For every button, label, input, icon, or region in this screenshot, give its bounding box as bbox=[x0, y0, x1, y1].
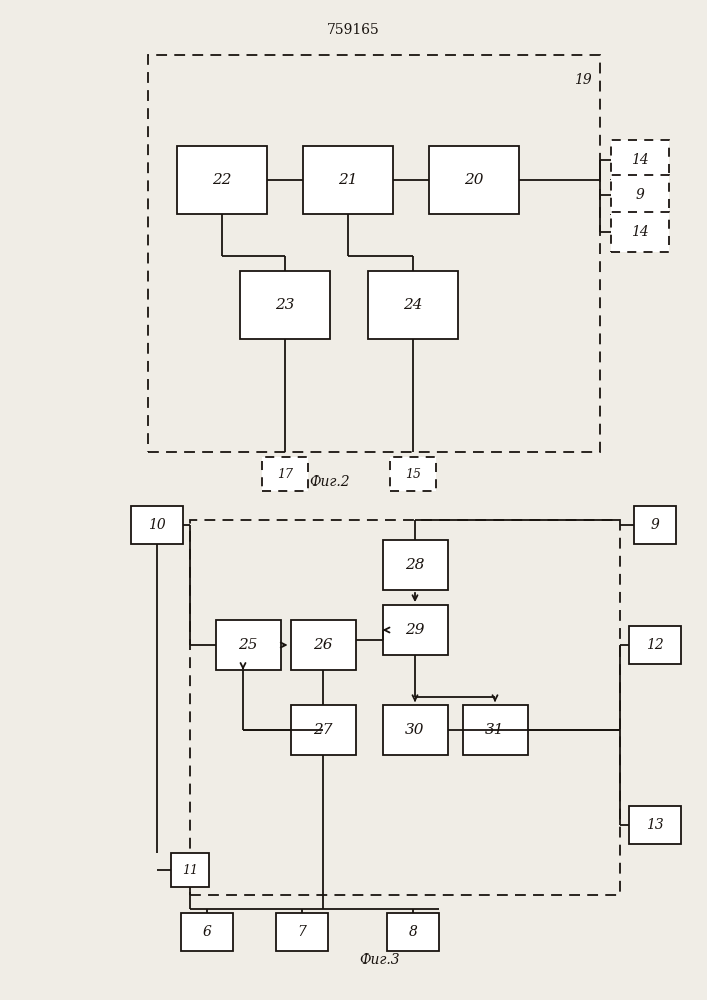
Bar bbox=[291, 620, 356, 670]
Bar bbox=[171, 853, 209, 887]
Text: 26: 26 bbox=[313, 638, 333, 652]
Bar bbox=[216, 620, 281, 670]
Bar bbox=[390, 457, 436, 491]
Text: 24: 24 bbox=[403, 298, 423, 312]
Text: 22: 22 bbox=[212, 173, 232, 187]
Text: 14: 14 bbox=[631, 225, 649, 239]
Bar bbox=[629, 626, 681, 664]
Bar bbox=[611, 140, 669, 180]
Text: 19: 19 bbox=[574, 73, 592, 87]
Bar bbox=[181, 913, 233, 951]
Text: 17: 17 bbox=[277, 468, 293, 481]
Text: 13: 13 bbox=[646, 818, 664, 832]
Bar bbox=[291, 705, 356, 755]
Text: 28: 28 bbox=[405, 558, 425, 572]
Bar bbox=[629, 806, 681, 844]
Bar bbox=[262, 457, 308, 491]
Text: 12: 12 bbox=[646, 638, 664, 652]
Text: 7: 7 bbox=[298, 925, 306, 939]
Bar bbox=[177, 146, 267, 214]
Bar bbox=[382, 605, 448, 655]
Text: 23: 23 bbox=[275, 298, 295, 312]
Bar bbox=[303, 146, 393, 214]
Text: Фиг.3: Фиг.3 bbox=[360, 953, 400, 967]
Bar bbox=[190, 520, 620, 895]
Text: 759165: 759165 bbox=[327, 23, 380, 37]
Bar bbox=[429, 146, 519, 214]
Text: 9: 9 bbox=[650, 518, 660, 532]
Bar bbox=[368, 271, 458, 339]
Text: 20: 20 bbox=[464, 173, 484, 187]
Bar bbox=[131, 506, 183, 544]
Text: 25: 25 bbox=[238, 638, 258, 652]
Text: 10: 10 bbox=[148, 518, 166, 532]
Bar bbox=[611, 175, 669, 215]
Bar bbox=[634, 506, 676, 544]
Bar bbox=[276, 913, 328, 951]
Text: 15: 15 bbox=[405, 468, 421, 481]
Bar bbox=[148, 55, 600, 452]
Text: 21: 21 bbox=[338, 173, 358, 187]
Text: 9: 9 bbox=[636, 188, 645, 202]
Text: Фиг.2: Фиг.2 bbox=[310, 475, 350, 489]
Bar bbox=[382, 705, 448, 755]
Text: 31: 31 bbox=[485, 723, 505, 737]
Bar bbox=[387, 913, 439, 951]
Text: 27: 27 bbox=[313, 723, 333, 737]
Bar bbox=[382, 540, 448, 590]
Bar bbox=[462, 705, 527, 755]
Text: 30: 30 bbox=[405, 723, 425, 737]
Text: 11: 11 bbox=[182, 863, 198, 876]
Text: 6: 6 bbox=[203, 925, 211, 939]
Text: 14: 14 bbox=[631, 153, 649, 167]
Bar bbox=[611, 212, 669, 252]
Text: 8: 8 bbox=[409, 925, 417, 939]
Text: 29: 29 bbox=[405, 623, 425, 637]
Bar bbox=[240, 271, 330, 339]
